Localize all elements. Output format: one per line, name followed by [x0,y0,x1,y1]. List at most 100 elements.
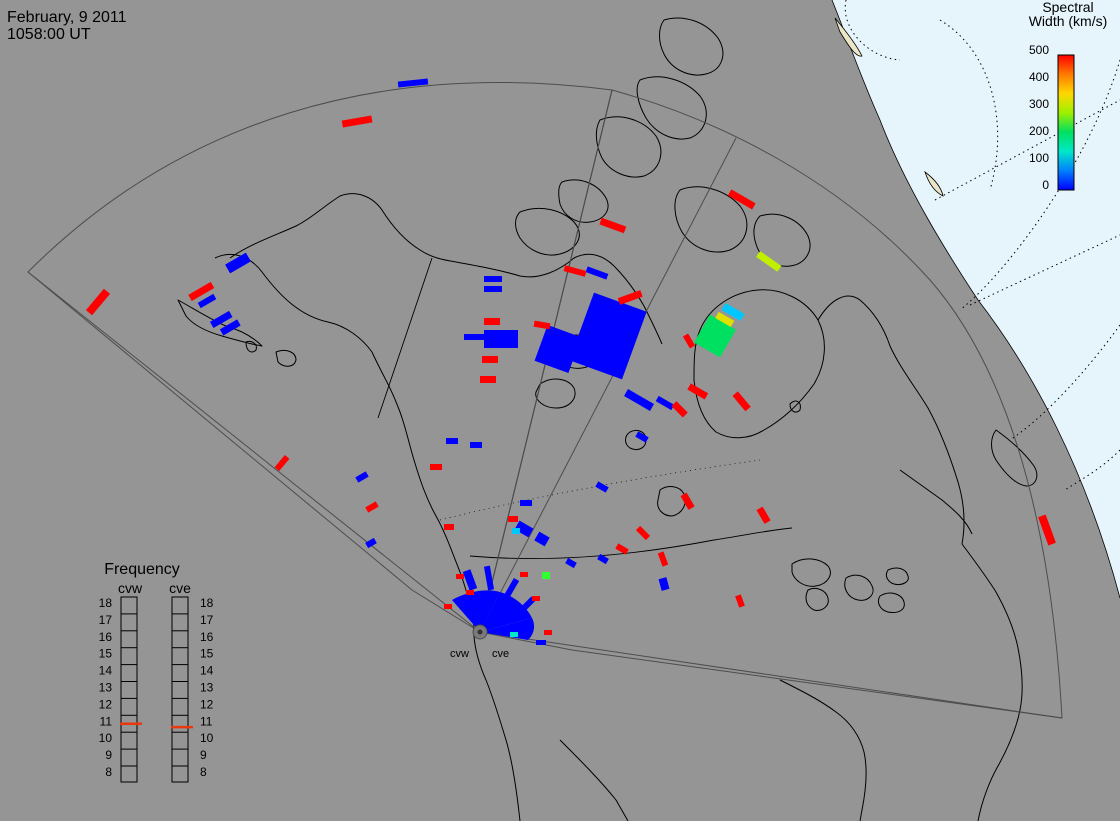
lat-circle-inner [844,0,901,61]
lat-circle-mid [939,19,999,191]
echo-blue [565,557,577,569]
echo-red [657,551,669,567]
echo-red [671,401,688,418]
colorbar-title-line2: Width (km/s) [1029,13,1108,29]
near-echo-fan-2 [480,592,532,632]
far-north-island [659,17,724,76]
north-island [636,76,707,140]
gulf-coast [779,679,867,821]
lat-circle-far [1009,324,1120,441]
echo-red [341,115,373,128]
echo-red [563,265,587,277]
backscatter-echoes-blue [197,78,675,645]
echo-cyan-small [510,632,518,637]
echo-blue [470,442,482,448]
echo-red [680,492,695,510]
backscatter-near-range [452,590,535,640]
freq-tick-label: 10 [200,731,214,745]
echo-red [480,376,496,383]
freq-scale-box [120,596,138,783]
echo-red [430,464,442,470]
echo-blue [484,330,518,348]
echo-red [274,454,290,472]
echo-red [635,525,651,541]
polar-region [832,0,1120,598]
echo-yellow [715,311,735,327]
freq-tick-label: 15 [99,647,113,661]
radar-label-cve: cve [492,648,509,660]
freq-scale-box [171,596,189,783]
echo-red [682,333,696,349]
echo-red [365,501,379,513]
frequency-title: Frequency [104,561,180,578]
lake-winnipeg [657,486,686,517]
victoria-island [515,207,580,256]
echo-blue [484,276,502,282]
echo-blue [225,252,251,274]
latitude-line-land [439,459,761,521]
east-coast [961,543,1023,821]
echo-blue [464,334,486,340]
freq-tick-label: 8 [105,765,112,779]
freq-tick-label: 14 [200,664,214,678]
banks-island [558,179,609,223]
echo-red [444,524,454,530]
freq-tick-label: 11 [200,714,213,728]
aleutian-isle [245,341,257,353]
echo-blue [595,481,609,493]
echo-blue [484,286,502,292]
political-borders [377,257,793,560]
freq-column-label-cve: cve [169,580,191,596]
colorbar-tick-label: 500 [1029,43,1049,57]
echo-blue [658,577,670,591]
echo-blue [355,471,369,483]
near-echo-fan-1 [452,590,500,632]
freq-tick-label: 11 [100,714,113,728]
echo-cyan-small [512,528,520,534]
freq-tick-label: 13 [99,681,113,695]
frequency-scale: 18 17 16 15 14 13 12 11 10 9 8 18 17 16 15 14 13 12 11 10 9 8 [99,596,214,783]
greenland-ice-edge-2 [924,170,944,197]
echo-red [544,630,552,635]
radar-label-cvw: cvw [450,648,469,660]
echo-blue [536,640,546,645]
echo-blue [483,565,495,591]
echo-blue [635,431,649,443]
echo-blue [397,78,429,88]
colorbar-tick-label: 400 [1029,70,1049,84]
freq-tick-label: 13 [200,681,214,695]
echo-red [520,572,528,577]
latitude-grid [844,0,1120,491]
echo-red [466,590,474,595]
freq-tick-label: 17 [99,613,113,627]
lake-superior [791,558,831,587]
echo-red [615,543,629,555]
labrador-coast [817,295,965,545]
echo-red [533,320,551,330]
lake-huron [844,574,874,601]
observation-time: 1058:00 UT [7,26,91,43]
echo-blue [365,537,377,549]
echo-red [599,217,627,234]
cve-fov-outline [479,89,1063,719]
coastlines [177,17,1038,821]
freq-tick-label: 8 [200,765,207,779]
near-echo-fan-3 [480,618,535,640]
lake-michigan [805,587,829,611]
alaska-canada-border [377,257,433,419]
colorbar-tick-label: 100 [1029,151,1049,165]
echo-red [1038,514,1056,546]
cvw-fov-outline [27,82,613,633]
freq-tick-label: 18 [200,596,214,610]
echo-red [456,574,464,579]
freq-tick-label: 15 [200,647,214,661]
echo-red [484,318,500,325]
colorbar-tick-label: 300 [1029,97,1049,111]
echo-yellowgreen [756,251,782,272]
echo-red [532,596,540,601]
echo-red [735,594,745,608]
belcher-islands [789,400,801,413]
